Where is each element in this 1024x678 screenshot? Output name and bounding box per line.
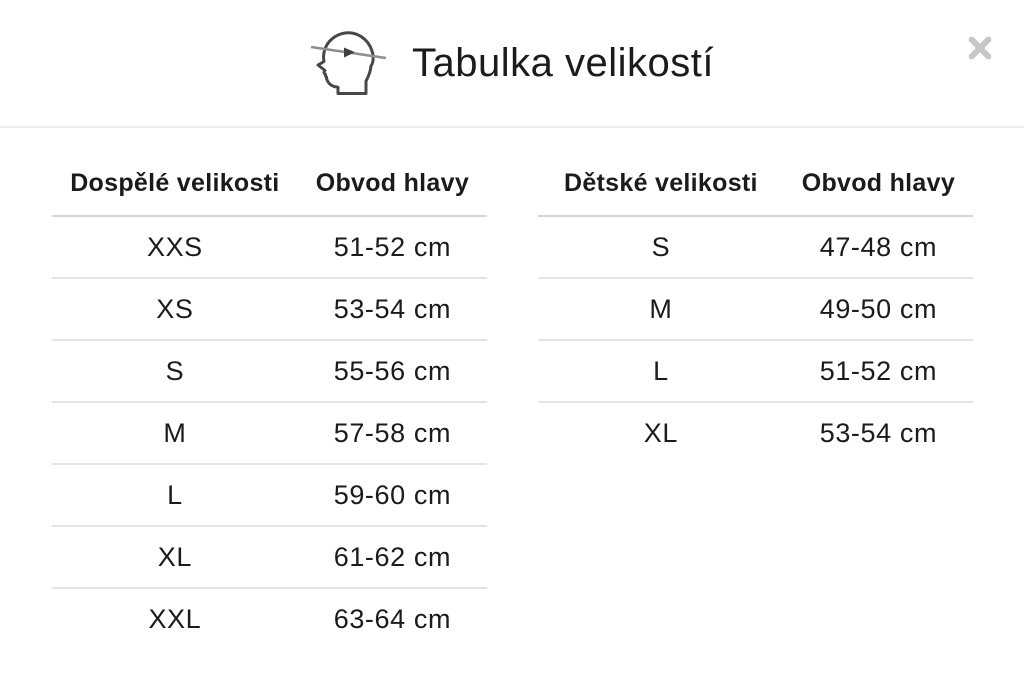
table-row: XL 53-54 cm	[538, 401, 973, 463]
table-row: L 51-52 cm	[538, 339, 973, 402]
size-cell: XXS	[146, 231, 203, 262]
table-row: S 47-48 cm	[538, 216, 973, 278]
size-cell: M	[52, 401, 298, 464]
size-cell: S	[651, 231, 671, 262]
table-header-row: Dětské velikosti Obvod hlavy	[538, 169, 973, 217]
adult-sizes-table-body: XXS 51-52 cm XS 53-54 cm S 55-56 cm M 57-58 cm L…	[52, 216, 487, 649]
children-sizes-table-body: S 47-48 cm M 49-50 cm L 51-52 cm XL 53-54 cm	[538, 216, 973, 463]
circumference-cell: 61-62 cm	[297, 525, 487, 588]
size-cell: M	[538, 277, 784, 340]
circumference-cell: 51-52 cm	[783, 339, 973, 402]
children-sizes-table: Dětské velikosti Obvod hlavy S 47-48 cm M 4…	[538, 169, 973, 463]
size-cell: XS	[52, 277, 298, 340]
table-row: XXS 51-52 cm	[52, 216, 487, 278]
close-button[interactable]	[960, 28, 1000, 68]
circumference-cell: 55-56 cm	[297, 339, 487, 402]
circumference-cell: 59-60 cm	[297, 463, 487, 526]
close-icon	[968, 36, 992, 60]
table-row: XXL 63-64 cm	[52, 587, 487, 649]
table-row: S 55-56 cm	[52, 339, 487, 402]
circumference-cell: 53-54 cm	[783, 401, 973, 463]
size-cell: L	[538, 339, 784, 402]
circumference-cell: 63-64 cm	[297, 587, 487, 649]
circumference-cell: 51-52 cm	[333, 231, 452, 262]
size-cell: XXL	[52, 587, 298, 649]
column-header-head-circumference: Obvod hlavy	[783, 169, 973, 217]
size-cell: XL	[52, 525, 298, 588]
modal-title: Tabulka velikostí	[412, 40, 714, 85]
circumference-cell: 49-50 cm	[783, 277, 973, 340]
table-row: M 49-50 cm	[538, 277, 973, 340]
size-cell: XL	[538, 401, 784, 463]
size-cell: S	[52, 339, 298, 402]
table-header-row: Dospělé velikosti Obvod hlavy	[52, 169, 487, 217]
column-header-head-circumference: Obvod hlavy	[297, 169, 487, 217]
modal-header: Tabulka velikostí	[0, 0, 1024, 128]
circumference-cell: 57-58 cm	[297, 401, 487, 464]
size-tables-area: Dospělé velikosti Obvod hlavy XXS 51-52 c…	[0, 128, 1024, 649]
table-row: XS 53-54 cm	[52, 277, 487, 340]
table-row: XL 61-62 cm	[52, 525, 487, 588]
adult-sizes-table: Dospělé velikosti Obvod hlavy XXS 51-52 c…	[52, 169, 487, 649]
adult-sizes-table-head: Dospělé velikosti Obvod hlavy	[52, 169, 487, 217]
head-circumference-icon	[310, 31, 387, 95]
circumference-cell: 53-54 cm	[297, 277, 487, 340]
column-header-adult-sizes: Dospělé velikosti	[52, 169, 298, 217]
size-cell: L	[52, 463, 298, 526]
table-row: M 57-58 cm	[52, 401, 487, 464]
column-header-children-sizes: Dětské velikosti	[538, 169, 784, 217]
circumference-cell: 47-48 cm	[819, 231, 938, 262]
children-sizes-table-head: Dětské velikosti Obvod hlavy	[538, 169, 973, 217]
table-row: L 59-60 cm	[52, 463, 487, 526]
